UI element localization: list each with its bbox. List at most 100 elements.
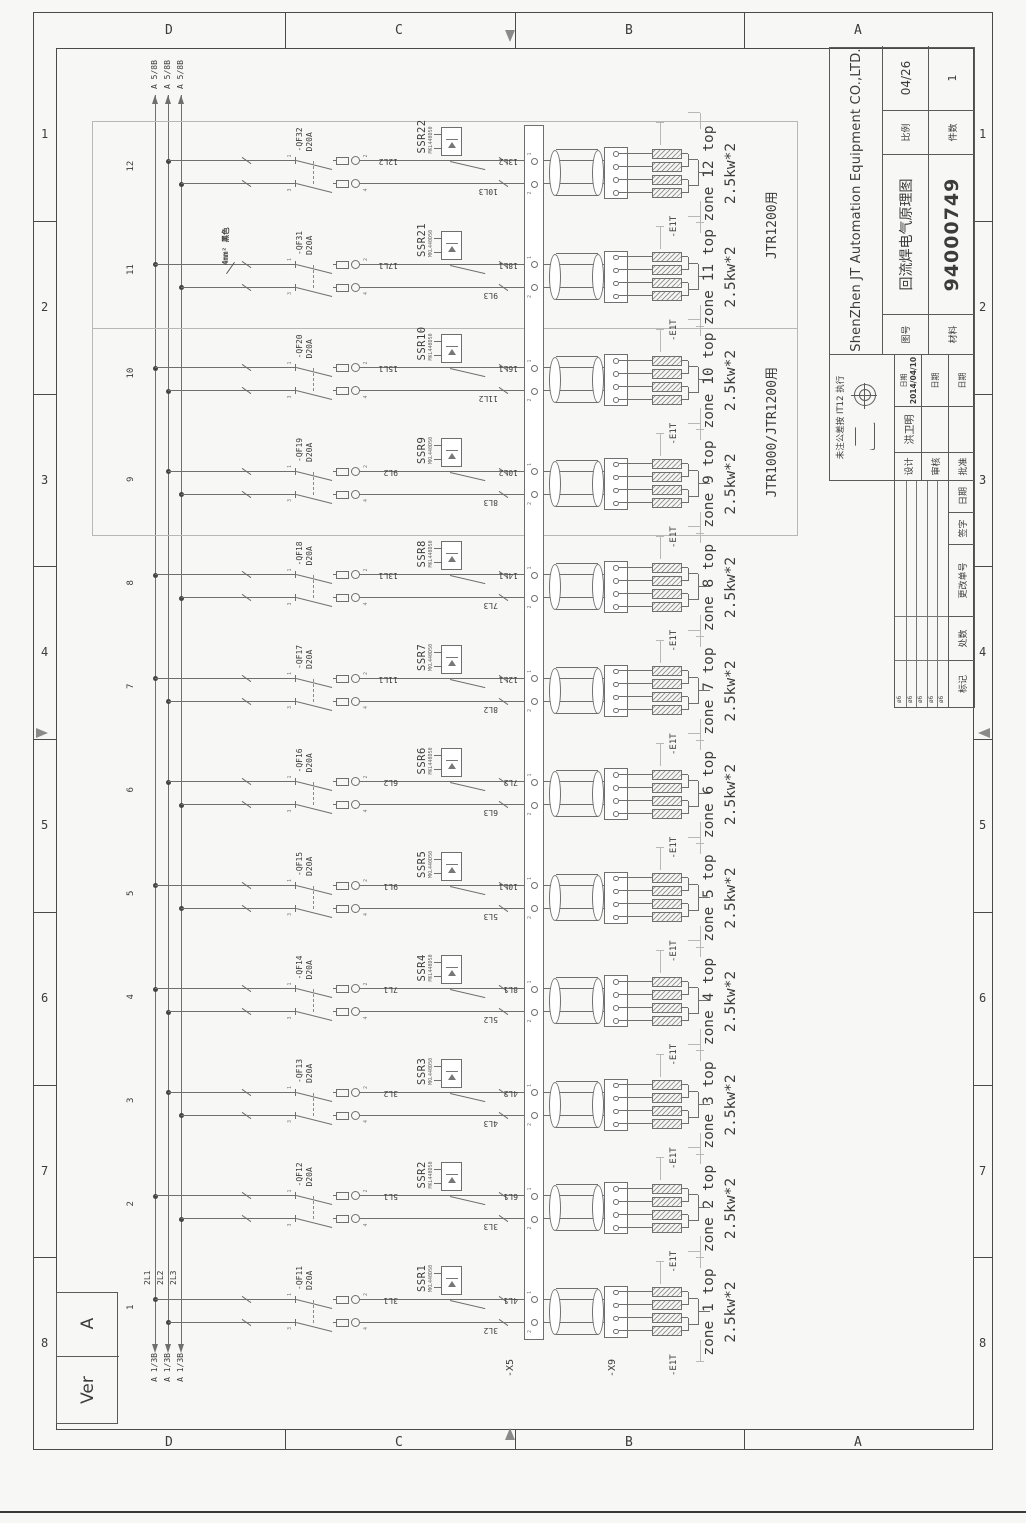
wire bbox=[619, 606, 652, 607]
wire bbox=[556, 920, 598, 921]
heater-tag: -E1T bbox=[669, 836, 679, 859]
breaker-contact bbox=[296, 1218, 333, 1229]
x9-terminal bbox=[613, 604, 619, 610]
wire-label: 5L1 bbox=[383, 1192, 398, 1202]
wire bbox=[434, 1287, 441, 1288]
drawing-no-label: 图号 bbox=[882, 315, 928, 355]
wire bbox=[688, 257, 689, 271]
heater-resistor bbox=[652, 705, 682, 716]
breaker-thermal-element bbox=[336, 698, 349, 706]
heater-resistor bbox=[652, 1093, 682, 1104]
ssr-label: SSR21 bbox=[416, 222, 428, 257]
stub bbox=[656, 950, 664, 952]
breaker-thermal-element bbox=[336, 284, 349, 292]
zone-power: 2.5kw*2 bbox=[723, 1074, 739, 1136]
wire bbox=[698, 1195, 699, 1222]
x5-terminal-no: 1 bbox=[527, 773, 533, 777]
grid-number-right: 8 bbox=[979, 1336, 987, 1351]
zone-label: zone 8 top bbox=[701, 543, 717, 632]
rev-div bbox=[926, 616, 938, 617]
breaker-terminal-no: 1 bbox=[287, 1085, 293, 1089]
breaker-thermal-element bbox=[336, 364, 349, 373]
x5-terminal bbox=[530, 595, 538, 602]
stub bbox=[660, 434, 661, 456]
ssr-diode-icon bbox=[448, 349, 456, 356]
x9-terminal bbox=[613, 487, 619, 494]
heater-resistor bbox=[652, 291, 682, 302]
wire bbox=[619, 567, 652, 568]
x9-terminal bbox=[613, 811, 619, 817]
wire bbox=[619, 1188, 652, 1189]
heater-resistor bbox=[652, 873, 682, 884]
grid-number-right: 6 bbox=[979, 990, 987, 1005]
x9-terminal bbox=[613, 1108, 619, 1115]
breaker-terminal-no: 4 bbox=[363, 912, 369, 916]
ssr-diode-icon bbox=[448, 970, 456, 977]
wire bbox=[434, 341, 441, 343]
x5-strip-label: -X5 bbox=[505, 1358, 516, 1377]
breaker-terminal-no: 4 bbox=[363, 602, 369, 606]
zone-power: 2.5kw*2 bbox=[723, 763, 739, 826]
qty-label: 件数 bbox=[928, 111, 975, 155]
designer-name: 洪卫明 bbox=[894, 407, 921, 453]
wire bbox=[619, 1304, 652, 1306]
breaker-label: -QF20 bbox=[295, 334, 304, 359]
wire bbox=[360, 804, 524, 806]
wire bbox=[698, 885, 699, 911]
wire bbox=[333, 1011, 336, 1013]
wire-label: 13L2 bbox=[498, 157, 518, 167]
wire bbox=[688, 1298, 698, 1299]
breaker-label: -QF13 bbox=[295, 1058, 304, 1083]
x9-terminal bbox=[613, 164, 619, 170]
wire bbox=[360, 390, 524, 392]
bus-ref-left: A 1/3B bbox=[176, 1353, 185, 1382]
center-mark-top-icon bbox=[505, 30, 515, 42]
wire bbox=[688, 1111, 689, 1125]
wire bbox=[556, 1127, 598, 1128]
grid-tick bbox=[33, 911, 56, 913]
wire bbox=[333, 390, 336, 392]
stub bbox=[688, 112, 700, 114]
wire bbox=[688, 263, 698, 264]
grid-number-left: 8 bbox=[41, 1336, 49, 1351]
breaker-link bbox=[313, 679, 314, 702]
ssr-bar bbox=[446, 760, 458, 762]
wire-label: 5L2 bbox=[483, 1015, 498, 1025]
wire bbox=[688, 703, 698, 704]
breaker-thermal-element bbox=[336, 985, 349, 994]
scale-label: 比例 bbox=[882, 111, 928, 155]
wire bbox=[619, 683, 652, 685]
breaker-contact bbox=[296, 804, 333, 815]
breaker-label: -QF16 bbox=[295, 748, 304, 773]
wire bbox=[333, 1092, 336, 1093]
stub bbox=[688, 216, 700, 217]
heater-resistor bbox=[652, 770, 682, 780]
breaker-terminal-no: 2 bbox=[363, 982, 369, 986]
breaker-terminal-no: 4 bbox=[363, 188, 369, 192]
breaker-terminal-no: 4 bbox=[363, 705, 369, 709]
x5-terminal-no: 1 bbox=[527, 1083, 533, 1087]
breaker-magnetic-element bbox=[351, 570, 360, 580]
wire bbox=[619, 890, 652, 892]
wire bbox=[619, 1084, 652, 1086]
breaker-terminal-no: 3 bbox=[287, 188, 293, 192]
ssr-control-box bbox=[441, 748, 462, 778]
ssr-diode-icon bbox=[448, 1177, 456, 1184]
heater-resistor bbox=[652, 1313, 682, 1324]
x5-terminal-no: 1 bbox=[527, 152, 533, 156]
grid-number-right: 7 bbox=[979, 1163, 987, 1178]
heater-resistor bbox=[652, 369, 682, 379]
x9-terminal bbox=[613, 1315, 619, 1322]
wire-label: 7L1 bbox=[383, 985, 398, 995]
ssr-contact bbox=[450, 1196, 486, 1206]
x5-terminal bbox=[530, 365, 538, 372]
heater-resistor bbox=[652, 1119, 682, 1130]
wire bbox=[619, 981, 652, 982]
x9-terminal bbox=[613, 151, 619, 157]
grid-tick bbox=[33, 739, 56, 740]
design-date: 2014/04/10 bbox=[908, 356, 918, 405]
breaker-label: -QF15 bbox=[295, 851, 304, 876]
breaker-terminal-no: 4 bbox=[363, 395, 369, 399]
ssr-control-box bbox=[441, 852, 462, 881]
x5-terminal bbox=[530, 572, 538, 579]
